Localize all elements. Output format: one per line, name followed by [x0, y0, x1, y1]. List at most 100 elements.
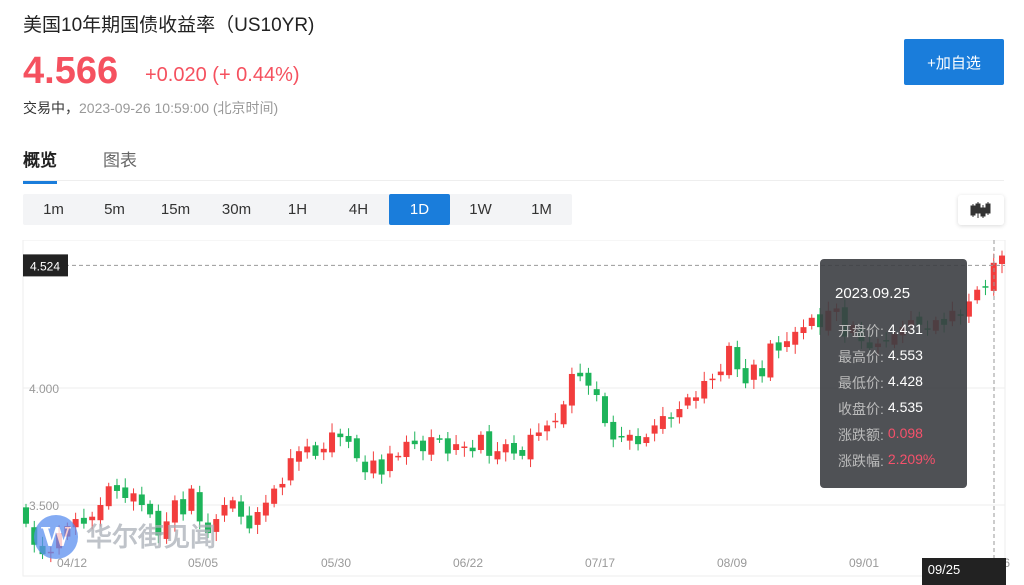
- period-15m[interactable]: 15m: [160, 201, 191, 218]
- current-price: 4.566: [23, 50, 119, 92]
- candle-body: [345, 435, 352, 442]
- candle-body: [411, 440, 418, 445]
- candle: [585, 367, 592, 395]
- candle-body: [527, 434, 534, 460]
- candle-body: [577, 372, 584, 377]
- candle-body: [767, 343, 774, 378]
- candle: [386, 445, 393, 478]
- candle-body: [676, 409, 683, 418]
- candle-body: [808, 317, 815, 326]
- candle: [171, 495, 178, 532]
- candle-body: [701, 380, 708, 399]
- candle-body: [113, 485, 120, 491]
- candle: [304, 438, 311, 459]
- candle-body: [312, 445, 319, 456]
- candle-body: [601, 396, 608, 424]
- candle-body: [188, 488, 195, 511]
- candle: [97, 497, 104, 527]
- period-1d[interactable]: 1D: [389, 194, 450, 225]
- candle: [494, 442, 501, 465]
- candle: [775, 336, 782, 359]
- candle-body: [138, 494, 145, 505]
- candle: [709, 373, 716, 389]
- chart-type-button[interactable]: [958, 195, 1004, 225]
- candle-body: [23, 507, 29, 524]
- candle-body: [668, 417, 675, 419]
- tab-chart[interactable]: 图表: [103, 151, 137, 170]
- candle: [767, 340, 774, 381]
- period-1h[interactable]: 1H: [287, 201, 308, 218]
- candle: [411, 431, 418, 450]
- candle: [130, 488, 137, 511]
- candle: [965, 293, 972, 323]
- period-1m[interactable]: 1m: [43, 201, 64, 218]
- candle-body: [304, 446, 311, 453]
- candle-body: [171, 500, 178, 523]
- candle: [792, 326, 799, 354]
- candle: [999, 250, 1005, 274]
- candle-body: [651, 425, 658, 434]
- candle: [626, 429, 633, 450]
- tooltip-close: 收盘价: 4.535: [838, 399, 923, 419]
- divider: [23, 180, 1004, 181]
- x-tick-label: 05/30: [321, 556, 351, 570]
- candle-body: [759, 368, 766, 377]
- candle: [544, 420, 551, 441]
- period-4h[interactable]: 4H: [348, 201, 369, 218]
- candle: [643, 433, 650, 447]
- tab-overview[interactable]: 概览: [23, 146, 57, 184]
- candle-body: [295, 451, 302, 462]
- candle: [238, 495, 245, 525]
- candle-body: [246, 515, 253, 529]
- add-watchlist-button[interactable]: +加自选: [904, 39, 1004, 85]
- price-change: +0.020 (+ 0.44%): [145, 64, 300, 86]
- candle: [271, 485, 278, 508]
- candle: [105, 482, 112, 510]
- candle: [204, 513, 211, 538]
- tooltip-value: 4.535: [887, 399, 923, 415]
- candle-body: [486, 431, 493, 456]
- plot-border: [22, 240, 1006, 577]
- candle-body: [238, 501, 245, 517]
- period-1mo[interactable]: 1M: [531, 201, 552, 218]
- candle: [651, 419, 658, 442]
- candle: [618, 426, 625, 443]
- tooltip-date: 2023.09.25: [835, 285, 911, 302]
- candle-body: [254, 512, 261, 525]
- tooltip-value: 4.431: [887, 321, 923, 337]
- candle-body: [750, 364, 757, 380]
- period-1w[interactable]: 1W: [469, 201, 492, 218]
- candle: [742, 358, 749, 389]
- candle: [436, 434, 443, 443]
- candle: [89, 511, 96, 530]
- candle-body: [635, 435, 642, 445]
- period-30m[interactable]: 30m: [221, 201, 252, 218]
- candle-body: [395, 455, 402, 458]
- x-tick-label: 08/09: [717, 556, 747, 570]
- candle: [560, 400, 567, 428]
- candle-body: [469, 447, 476, 452]
- candle: [246, 506, 253, 534]
- candle: [113, 478, 120, 499]
- candle: [668, 412, 675, 428]
- candle-body: [775, 342, 782, 351]
- candle-body: [535, 432, 542, 436]
- x-tick-label: 07/17: [585, 556, 615, 570]
- candle: [610, 415, 617, 448]
- candle-body: [544, 425, 551, 432]
- candle-body: [204, 522, 211, 534]
- candle: [320, 442, 327, 461]
- candle-body: [329, 432, 336, 453]
- period-5m[interactable]: 5m: [104, 201, 125, 218]
- tooltip-label: 最高价:: [838, 349, 884, 365]
- tooltip-label: 开盘价:: [838, 323, 884, 339]
- candle-body: [403, 441, 410, 458]
- candle-body: [72, 519, 79, 528]
- candle: [138, 486, 145, 512]
- candle-body: [519, 450, 526, 456]
- crosshair-date-badge: [922, 558, 1006, 585]
- candle: [726, 342, 733, 379]
- candle-body: [271, 488, 278, 504]
- candle: [163, 512, 170, 544]
- tooltip-high: 最高价: 4.553: [838, 347, 923, 367]
